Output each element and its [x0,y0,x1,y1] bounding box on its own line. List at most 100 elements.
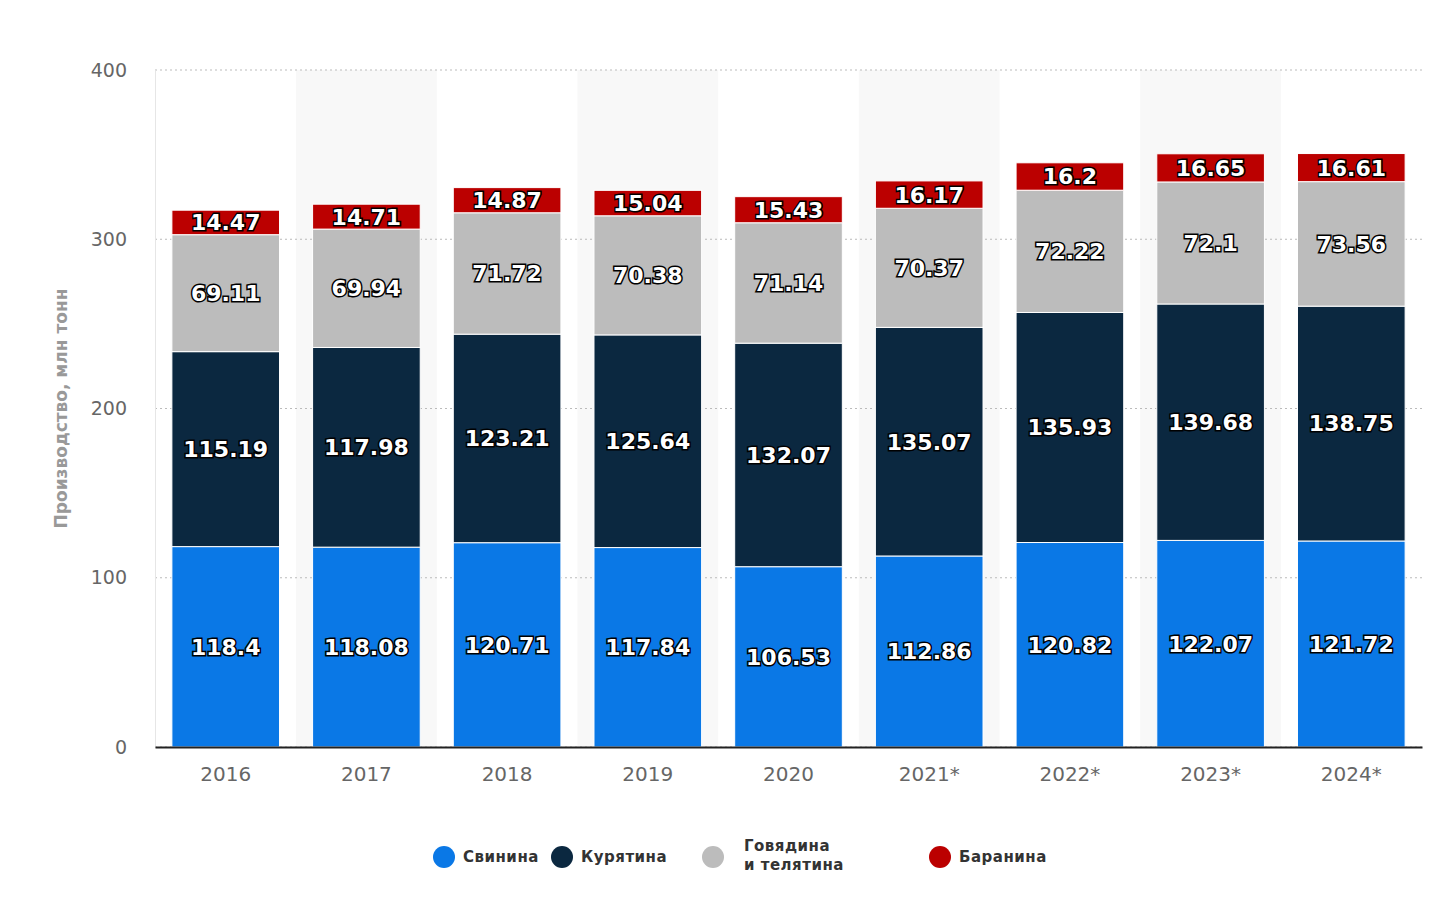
bar [1157,540,1265,747]
grid-line [155,747,1422,748]
bar [453,213,561,334]
x-tick-label: 2019 [622,762,673,786]
grid [155,70,1422,747]
bars [172,154,1405,747]
y-tick-label: 300 [91,228,127,250]
y-tick: 0 [115,736,155,758]
data-label: 16.2 [1043,164,1097,189]
bar [1016,163,1124,190]
data-label: 69.11 [191,281,261,306]
data-label: 14.71 [332,205,402,230]
x-tick: 2017 [341,747,392,786]
data-label: 72.1 [1183,231,1237,256]
legend-label: Свинина [463,848,539,866]
bar [1016,190,1124,312]
y-tick-label: 100 [91,566,127,588]
x-tick-label: 2023* [1180,762,1241,786]
series [172,540,1405,747]
x-axis-line [156,747,1423,749]
bar [1297,182,1405,307]
y-tick: 200 [91,397,155,419]
data-label: 135.93 [1027,415,1112,440]
data-label: 120.82 [1027,633,1112,658]
bar [594,548,702,747]
bar [172,547,280,747]
data-label: 73.56 [1317,232,1387,257]
column-bands [296,70,1281,747]
bar [453,334,561,543]
column-band [577,70,718,747]
data-label: 70.38 [613,263,683,288]
data-label: 16.65 [1176,156,1246,181]
legend-swatch [702,846,724,868]
y-axis: 0 100 200 300 400 [91,59,156,758]
data-label: 120.71 [465,633,550,658]
data-label: 15.04 [613,191,683,216]
column-band [1140,70,1281,747]
y-tick: 400 [91,59,155,81]
bar [875,208,983,327]
bar [313,229,421,347]
x-axis: 2016 2017 2018 2019 2020 2021* 2022* 2023* 2024* [156,747,1423,786]
x-tick-label: 2022* [1039,762,1100,786]
x-tick: 2023* [1180,747,1241,786]
bar [1297,154,1405,182]
data-label: 71.14 [754,271,824,296]
x-tick-label: 2020 [763,762,814,786]
bar [453,543,561,747]
data-label: 132.07 [746,443,831,468]
data-label: 69.94 [332,276,402,301]
bar [594,335,702,548]
series [172,154,1405,235]
legend: Свинина Курятина Говядинаи телятина Баранин… [433,837,1047,874]
data-label: 118.4 [191,635,261,660]
bar [875,181,983,208]
grid-line [155,70,1422,71]
bar [172,352,280,547]
bar [735,197,843,223]
bar [594,216,702,335]
bar [735,567,843,747]
legend-item: Курятина [551,846,667,868]
y-tick-label: 200 [91,397,127,419]
data-label: 70.37 [894,256,964,281]
bar [1157,154,1265,182]
data-label: 71.72 [472,261,542,286]
bar [172,235,280,352]
legend-swatch [929,846,951,868]
x-tick: 2018 [482,747,533,786]
data-label: 123.21 [465,426,550,451]
bar [1157,182,1265,304]
legend-item: Баранина [929,846,1047,868]
legend-swatch [433,846,455,868]
legend-item: Свинина [433,846,539,868]
y-axis-title: Производство, млн тонн [51,289,71,529]
data-label: 16.17 [894,183,964,208]
data-label: 115.19 [183,437,268,462]
bar [313,347,421,547]
y-tick-label: 0 [115,736,127,758]
data-label: 121.72 [1309,632,1394,657]
data-label: 135.07 [887,430,972,455]
bar [313,204,421,229]
x-tick-label: 2017 [341,762,392,786]
series [172,182,1405,352]
data-labels: 118.4118.08120.71117.84106.53112.86120.8… [183,156,1394,670]
data-label: 125.64 [605,429,690,454]
x-tick-label: 2016 [200,762,251,786]
legend-label: Говядинаи телятина [744,837,844,874]
legend-swatch [551,846,573,868]
data-label: 106.53 [746,645,831,670]
data-label: 118.08 [324,635,409,660]
data-label: 15.43 [754,198,824,223]
x-tick-label: 2021* [899,762,960,786]
legend-label: Баранина [959,848,1047,866]
bar [735,223,843,343]
column-band [859,70,1000,747]
x-tick: 2020 [763,747,814,786]
y-axis-line [155,71,156,748]
x-tick: 2016 [200,747,251,786]
bar [313,547,421,747]
chart: 118.4118.08120.71117.84106.53112.86120.8… [0,0,1448,908]
x-tick-label: 2024* [1321,762,1382,786]
